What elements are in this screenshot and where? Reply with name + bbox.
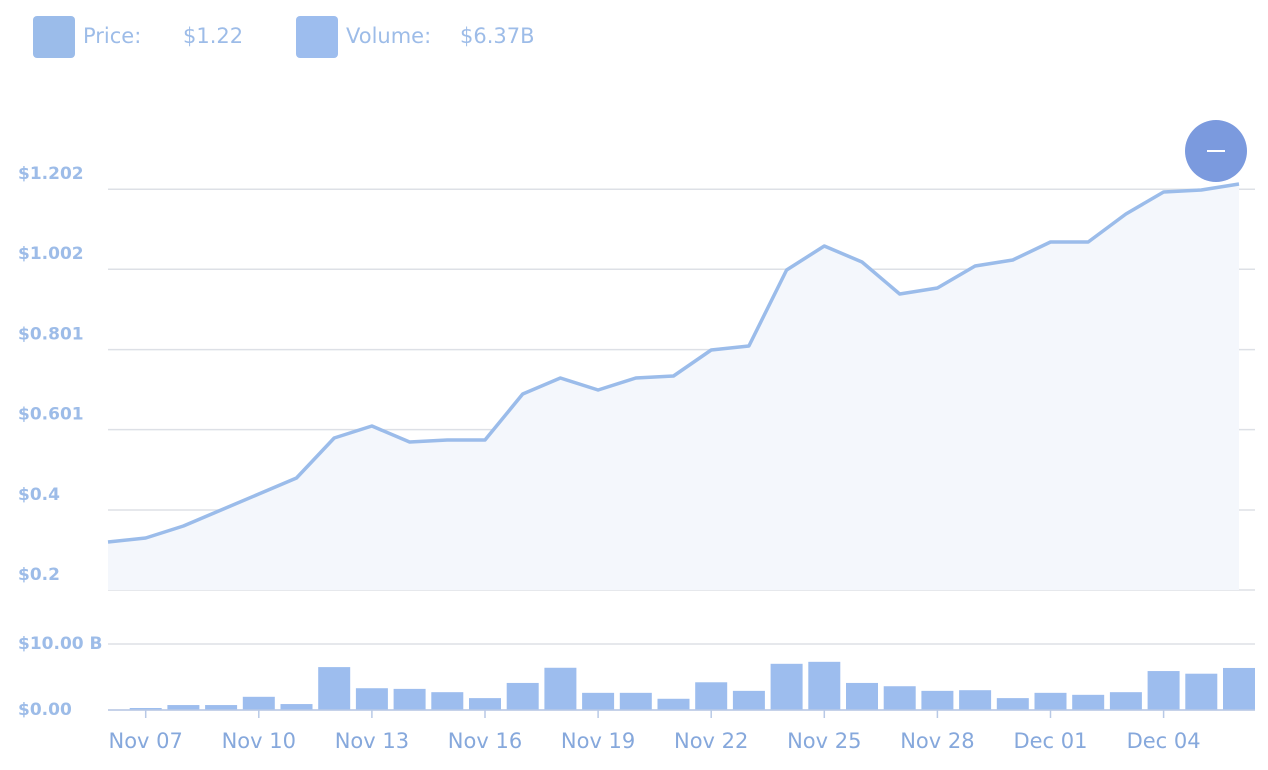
legend-swatch xyxy=(33,16,75,58)
y-tick-label: $0.4 xyxy=(18,485,60,505)
volume-bar xyxy=(129,708,162,710)
legend-label: Volume: xyxy=(346,24,431,48)
x-tick-label: Nov 28 xyxy=(900,729,974,753)
volume-bar xyxy=(318,667,351,710)
volume-bar xyxy=(1185,673,1218,710)
volume-bar xyxy=(808,661,841,710)
y-tick-label: $0.00 xyxy=(18,700,72,720)
volume-bar xyxy=(657,698,690,710)
legend-value: $1.22 xyxy=(183,24,243,48)
volume-bar xyxy=(1072,694,1105,710)
volume-bar xyxy=(431,692,464,710)
volume-bar xyxy=(732,690,765,710)
volume-bar xyxy=(355,688,388,710)
y-tick-label: $1.202 xyxy=(18,164,84,184)
x-tick-label: Nov 25 xyxy=(787,729,861,753)
volume-bar xyxy=(846,682,878,710)
y-tick-label: $0.801 xyxy=(18,325,84,345)
volume-bar xyxy=(167,705,200,710)
volume-bar xyxy=(582,692,615,710)
x-tick-label: Nov 07 xyxy=(109,729,183,753)
y-tick-label: $0.2 xyxy=(18,565,60,585)
volume-bar xyxy=(544,667,577,710)
volume-bar xyxy=(996,698,1029,710)
x-tick-label: Nov 10 xyxy=(222,729,296,753)
collapse-button[interactable] xyxy=(1185,120,1247,182)
x-tick-label: Dec 01 xyxy=(1013,729,1087,753)
volume-bar xyxy=(883,686,916,710)
volume-bar xyxy=(770,663,803,710)
x-tick-label: Nov 13 xyxy=(335,729,409,753)
x-tick-label: Nov 19 xyxy=(561,729,635,753)
legend-label: Price: xyxy=(83,24,141,48)
volume-bar xyxy=(469,698,501,710)
volume-bar xyxy=(1109,692,1142,710)
x-tick-label: Dec 04 xyxy=(1127,729,1201,753)
volume-bar xyxy=(959,690,992,710)
x-tick-label: Nov 16 xyxy=(448,729,522,753)
volume-bar xyxy=(242,696,275,710)
legend-swatch xyxy=(296,16,338,58)
price-line xyxy=(107,182,1240,544)
price-area xyxy=(108,184,1239,590)
volume-bar xyxy=(1147,671,1180,710)
volume-bar xyxy=(1223,667,1255,710)
y-tick-label: $1.002 xyxy=(18,244,84,264)
volume-bar xyxy=(205,705,238,710)
volume-bar xyxy=(619,692,652,710)
volume-bar xyxy=(393,688,426,710)
volume-bar xyxy=(506,682,539,710)
volume-bar xyxy=(280,704,313,710)
y-tick-label: $0.601 xyxy=(18,405,84,425)
x-tick-label: Nov 22 xyxy=(674,729,748,753)
legend-value: $6.37B xyxy=(460,24,535,48)
y-tick-label: $10.00 B xyxy=(18,634,102,654)
volume-bar xyxy=(1034,692,1067,710)
volume-bar xyxy=(921,690,954,710)
volume-bar xyxy=(695,682,728,710)
